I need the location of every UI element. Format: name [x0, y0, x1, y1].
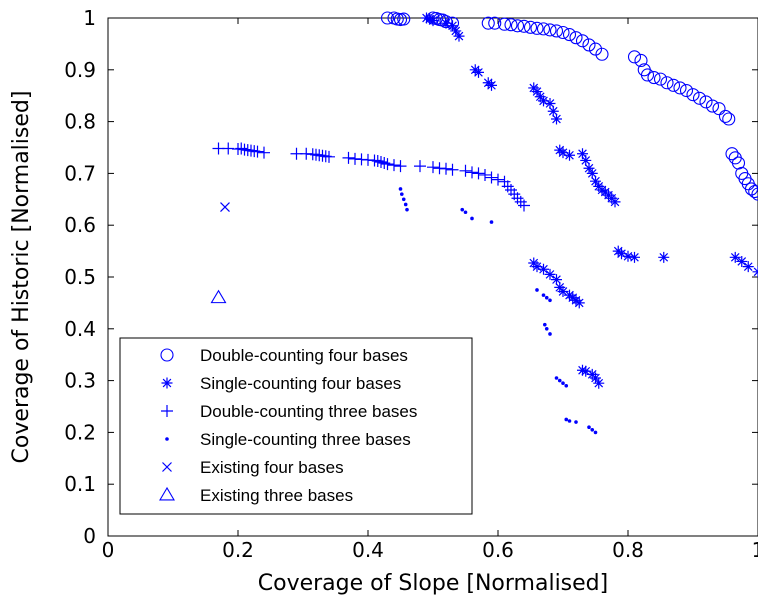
data-point [535, 288, 539, 292]
legend-label-double-three: Double-counting three bases [200, 402, 417, 421]
legend-label-existing-four: Existing four bases [200, 458, 344, 477]
x-tick-label: 0.2 [222, 538, 254, 562]
legend-label-double-four: Double-counting four bases [200, 346, 408, 365]
data-point [460, 208, 464, 212]
legend-marker [162, 378, 173, 389]
data-point [593, 378, 604, 389]
data-point [464, 210, 468, 214]
data-point [558, 379, 562, 383]
data-point [399, 187, 403, 191]
x-tick-label: 0.6 [482, 538, 514, 562]
data-point [658, 252, 669, 263]
data-point [473, 67, 484, 78]
legend-label-existing-three: Existing three bases [200, 486, 353, 505]
data-point [454, 31, 465, 42]
data-point [564, 150, 575, 161]
y-tick-label: 0 [83, 524, 96, 548]
data-point [574, 420, 578, 424]
y-tick-label: 0.1 [64, 472, 96, 496]
data-point [610, 196, 621, 207]
data-point [574, 297, 585, 308]
x-axis-title: Coverage of Slope [Normalised] [258, 571, 608, 596]
y-tick-label: 0.3 [64, 369, 96, 393]
data-point [404, 203, 408, 207]
data-point [548, 299, 552, 303]
x-tick-label: 0.8 [612, 538, 644, 562]
legend-label-single-four: Single-counting four bases [200, 374, 401, 393]
data-point [561, 381, 565, 385]
data-point [400, 192, 404, 196]
x-tick-label: 1 [752, 538, 758, 562]
data-point [594, 431, 598, 435]
legend-marker [165, 437, 169, 441]
y-tick-label: 0.2 [64, 420, 96, 444]
data-point [629, 252, 640, 263]
data-point [538, 264, 549, 275]
data-point [736, 256, 747, 267]
y-tick-label: 0.9 [64, 58, 96, 82]
data-point [545, 327, 549, 331]
data-point [490, 220, 494, 224]
data-point [587, 425, 591, 429]
data-point [486, 80, 497, 91]
data-point [590, 428, 594, 432]
data-point [564, 384, 568, 388]
legend-label-single-three: Single-counting three bases [200, 430, 411, 449]
data-point [551, 114, 562, 125]
data-point [402, 198, 406, 202]
y-axis-title: Coverage of Historic [Normalised] [9, 91, 34, 464]
data-point [545, 296, 549, 300]
data-point [545, 269, 556, 280]
y-tick-label: 0.6 [64, 213, 96, 237]
data-point [428, 15, 439, 26]
data-point [405, 208, 409, 212]
data-point [543, 323, 547, 327]
x-tick-label: 0 [102, 538, 115, 562]
data-point [548, 332, 552, 336]
data-point [564, 418, 568, 422]
data-point [743, 261, 754, 272]
legend: Double-counting four bases Single-counti… [120, 338, 472, 514]
y-tick-label: 0.5 [64, 265, 96, 289]
data-point [470, 217, 474, 221]
y-tick-label: 0.4 [64, 317, 96, 341]
data-point [542, 293, 546, 297]
y-tick-label: 1 [83, 6, 96, 30]
data-point [555, 376, 559, 380]
y-tick-label: 0.7 [64, 161, 96, 185]
x-tick-label: 0.4 [352, 538, 384, 562]
y-tick-label: 0.8 [64, 110, 96, 134]
data-point [568, 419, 572, 423]
